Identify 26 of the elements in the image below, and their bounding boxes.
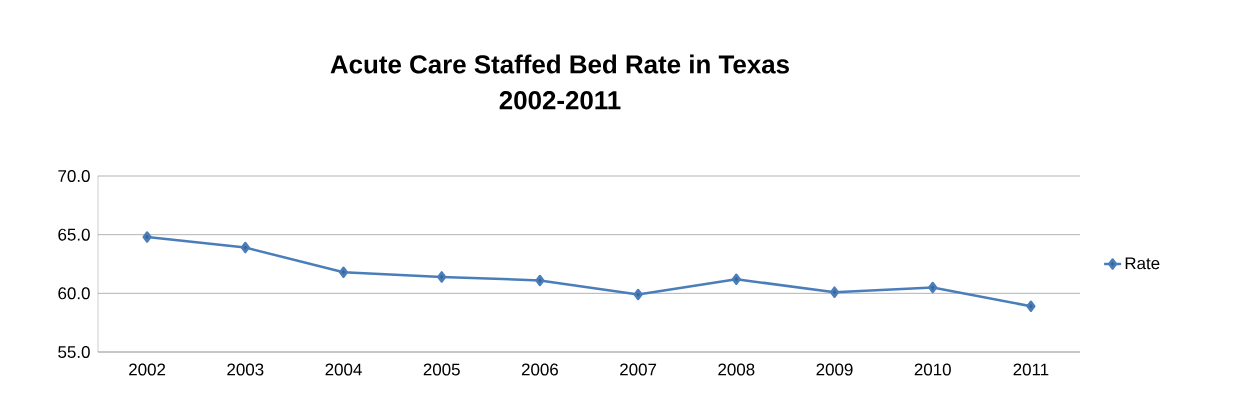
point [731,273,741,285]
point [437,271,447,283]
x-tick-label: 2003 [227,363,264,376]
x-tick-label: 2005 [423,363,460,376]
chart-title: Acute Care Staffed Bed Rate in Texas 2002-2011 [330,54,789,110]
y-tick-label: 70.0 [58,170,90,182]
point [829,286,840,298]
point [535,274,545,287]
x-tick-label: 2008 [718,363,755,376]
point [240,241,250,254]
point [142,231,152,243]
point [928,281,938,294]
y-tick-label: 55.0 [58,346,90,358]
y-tick-label: 65.0 [58,228,90,241]
x-tick-label: 2002 [129,363,166,376]
x-tick-label: 2009 [816,363,853,376]
y-tick-label: 60.0 [58,287,90,300]
x-tick-label: 2010 [914,363,951,376]
x-tick-label: 2011 [1013,363,1049,376]
x-tick-label: 2007 [620,363,657,376]
point [633,288,643,301]
legend-label: Rate [1125,257,1160,270]
point [338,266,349,278]
x-tick-label: 2006 [521,363,558,376]
x-tick-label: 2004 [325,363,362,376]
point [1026,300,1036,312]
